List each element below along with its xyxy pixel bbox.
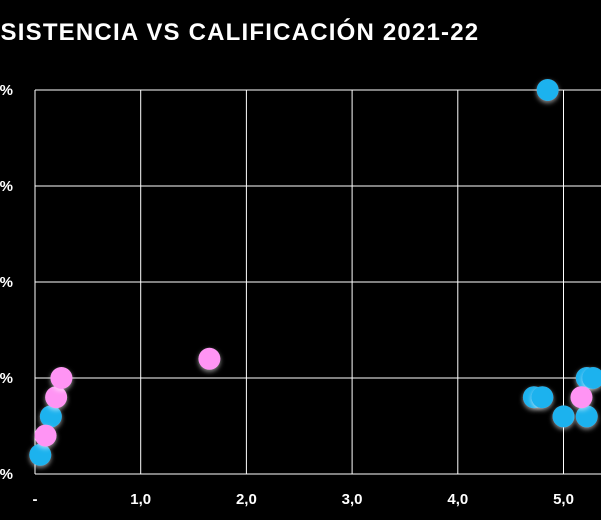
x-tick-label: 3,0 bbox=[342, 491, 363, 508]
data-point bbox=[29, 443, 52, 466]
y-tick-label: 75% bbox=[0, 178, 13, 195]
data-point bbox=[570, 386, 593, 409]
data-point bbox=[50, 367, 73, 389]
x-tick-label: 1,0 bbox=[130, 491, 151, 508]
data-point bbox=[575, 405, 598, 428]
y-tick-label: 100% bbox=[0, 82, 13, 99]
y-tick-label: 50% bbox=[0, 274, 13, 291]
x-tick-label: 4,0 bbox=[447, 491, 468, 508]
data-point bbox=[198, 347, 221, 370]
y-tick-label: 25% bbox=[0, 370, 13, 387]
data-point bbox=[536, 79, 559, 101]
x-tick-label: - bbox=[33, 491, 38, 508]
grid bbox=[34, 89, 601, 475]
y-axis-ticks: 0% 25% 50% 75% 100% bbox=[0, 82, 13, 483]
data-point bbox=[582, 367, 601, 389]
data-point bbox=[34, 424, 57, 447]
x-tick-label: 5,0 bbox=[553, 491, 574, 508]
data-point bbox=[531, 386, 554, 409]
chart-title: ASISTENCIA VS CALIFICACIÓN 2021-22 bbox=[0, 19, 480, 46]
data-point bbox=[39, 405, 62, 428]
x-tick-label: 2,0 bbox=[236, 491, 257, 508]
data-point bbox=[45, 386, 68, 409]
data-points bbox=[29, 79, 601, 466]
y-tick-label: 0% bbox=[0, 466, 13, 483]
data-point bbox=[552, 405, 575, 428]
x-axis-ticks: - 1,0 2,0 3,0 4,0 5,0 bbox=[33, 491, 574, 508]
